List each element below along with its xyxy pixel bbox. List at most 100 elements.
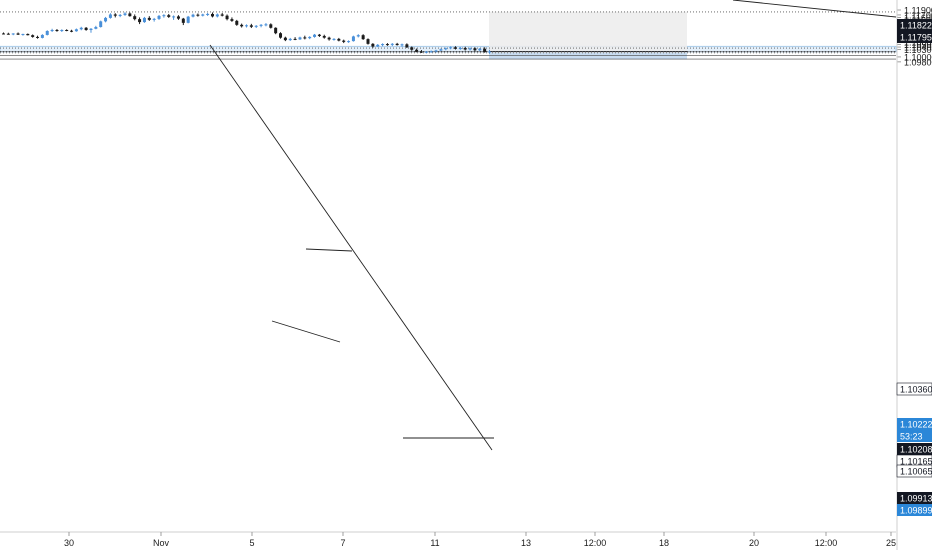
candle-body: [123, 13, 127, 15]
y-tick-label: 1.10000: [904, 52, 932, 62]
candle-body: [249, 25, 253, 27]
candle-body: [337, 38, 341, 41]
candle-body: [147, 17, 151, 20]
candle-body: [191, 14, 195, 17]
candle-body: [99, 21, 103, 28]
x-tick-label: 12:00: [815, 538, 838, 548]
candle-body: [269, 24, 273, 28]
candle-body: [473, 48, 477, 51]
candle-body: [488, 51, 491, 53]
x-tick-label: 20: [749, 538, 759, 548]
y-tick-label: 1.10300: [904, 45, 932, 55]
wedge-top-line: [305, 248, 353, 252]
candle-body: [415, 49, 419, 52]
candle-body: [298, 37, 302, 40]
candle-body: [419, 51, 423, 53]
x-tick-label: 13: [521, 538, 531, 548]
candle-body: [429, 51, 433, 53]
candle-body: [342, 40, 346, 42]
y-tick-label: 1.10500: [904, 40, 932, 50]
candle-body: [133, 16, 137, 20]
x-tick-label: Nov: [153, 538, 170, 548]
candle-body: [332, 38, 336, 40]
x-tick-label: 12:00: [584, 538, 607, 548]
candle-body: [478, 48, 482, 51]
candle-body: [293, 38, 297, 40]
candle-body: [381, 44, 385, 46]
projection-box-upper: [489, 11, 687, 53]
candle-body: [152, 18, 156, 20]
x-tick-label: 18: [659, 538, 669, 548]
candle-body: [45, 30, 49, 35]
time-axis[interactable]: 30 Nov 5 7 11 13 12:00 18 20 12:00 25: [0, 531, 896, 548]
price-badge-level-b: [896, 464, 932, 478]
price-badge-label: 1.10208: [900, 445, 932, 455]
candle-body: [395, 43, 399, 46]
price-badge-countdown: [897, 430, 932, 442]
price-badge-level-c: [897, 492, 932, 504]
candle-body: [157, 15, 161, 19]
x-tick-label: 30: [64, 538, 74, 548]
candle-body: [390, 43, 394, 45]
price-badge-upper-line: [897, 19, 932, 31]
candle-body: [21, 33, 25, 35]
downtrend-line: [209, 44, 493, 451]
x-tick-label: 5: [249, 538, 254, 548]
candle-body: [303, 37, 307, 39]
candle-body: [308, 36, 312, 39]
candle-body: [405, 44, 409, 48]
price-badge-level-d: [897, 504, 932, 516]
candle-body: [162, 15, 166, 17]
x-tick-label: 7: [340, 538, 345, 548]
candle-body: [313, 34, 317, 37]
candle-body: [70, 30, 74, 32]
price-badges: 1.11822 1.11795 1.10360 1.10222 53:23 1.10208…: [896, 19, 932, 516]
candle-body: [439, 49, 443, 51]
candle-body: [274, 27, 278, 34]
candles-layer: [2, 12, 491, 54]
upper-trendline: [732, 0, 897, 18]
candle-body: [40, 34, 44, 38]
candle-body: [36, 36, 40, 38]
candle-body: [347, 41, 351, 43]
candle-body: [50, 30, 54, 32]
wedge-bottom-line: [271, 320, 341, 343]
candle-body: [181, 18, 185, 23]
candle-body: [424, 51, 428, 53]
candle-body: [128, 13, 132, 17]
price-badge-label: 1.11822: [900, 21, 932, 31]
candle-body: [118, 14, 122, 16]
candle-body: [468, 48, 472, 50]
candle-body: [6, 33, 10, 35]
candle-body: [235, 20, 239, 25]
candle-body: [400, 44, 404, 46]
candle-body: [196, 14, 200, 16]
candle-body: [11, 33, 15, 35]
candle-body: [322, 35, 326, 38]
candle-body: [410, 47, 414, 50]
demand-zone: [0, 45, 897, 53]
price-badge-label: 1.10222: [900, 420, 932, 430]
zones-layer: [0, 11, 897, 60]
candle-body: [371, 43, 375, 47]
projection-box-lower: [489, 52, 687, 60]
y-tick-label: 1.10400: [904, 43, 932, 53]
candle-body: [16, 33, 20, 35]
candle-body: [356, 35, 360, 37]
candle-body: [74, 29, 78, 32]
candle-body: [104, 17, 108, 22]
price-badge-label: 1.10360: [900, 385, 932, 395]
candle-body: [89, 28, 93, 31]
candle-body: [55, 30, 59, 32]
price-badge-label: 1.09899: [900, 506, 932, 516]
candle-body: [385, 44, 389, 46]
candle-body: [201, 14, 205, 16]
x-tick-label: 11: [430, 538, 439, 548]
candle-body: [108, 14, 112, 18]
candle-body: [254, 25, 258, 27]
candle-body: [245, 25, 248, 27]
candle-body: [79, 27, 83, 30]
candle-body: [186, 16, 190, 23]
price-badge-label: 1.09913: [900, 494, 932, 504]
